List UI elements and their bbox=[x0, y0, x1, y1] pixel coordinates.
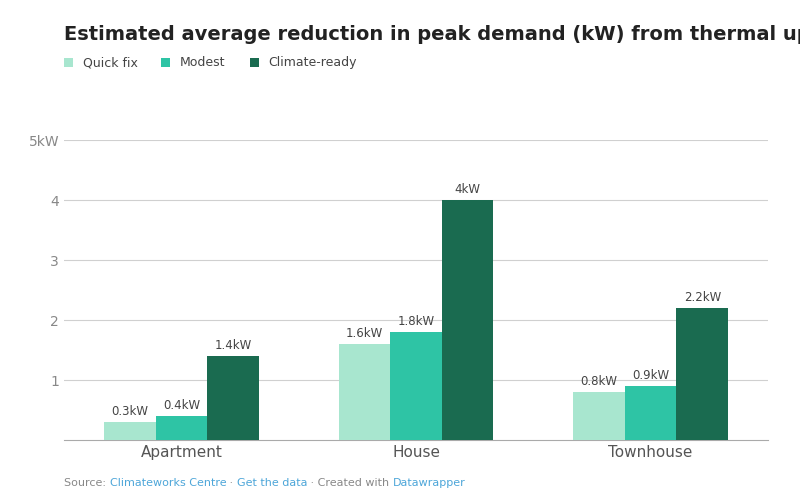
Text: Estimated average reduction in peak demand (kW) from thermal upgrades: Estimated average reduction in peak dema… bbox=[64, 25, 800, 44]
Bar bbox=[104, 422, 155, 440]
Text: Climateworks Centre: Climateworks Centre bbox=[110, 478, 226, 488]
Text: ·: · bbox=[226, 478, 237, 488]
Text: 1.6kW: 1.6kW bbox=[346, 328, 383, 340]
Text: Datawrapper: Datawrapper bbox=[393, 478, 466, 488]
Text: 4kW: 4kW bbox=[454, 184, 481, 196]
Text: Climate-ready: Climate-ready bbox=[268, 56, 357, 69]
Bar bbox=[574, 392, 625, 440]
Bar bbox=[625, 386, 677, 440]
Text: Quick fix: Quick fix bbox=[82, 56, 138, 69]
Bar bbox=[442, 200, 494, 440]
Text: · Created with: · Created with bbox=[307, 478, 393, 488]
Text: Modest: Modest bbox=[180, 56, 226, 69]
Text: 0.4kW: 0.4kW bbox=[162, 400, 200, 412]
Text: 0.8kW: 0.8kW bbox=[581, 376, 618, 388]
Text: 0.9kW: 0.9kW bbox=[632, 370, 670, 382]
Bar bbox=[207, 356, 258, 440]
Bar bbox=[338, 344, 390, 440]
Text: 0.3kW: 0.3kW bbox=[111, 406, 148, 418]
Bar bbox=[677, 308, 728, 440]
Text: 1.4kW: 1.4kW bbox=[214, 340, 251, 352]
Bar bbox=[390, 332, 442, 440]
Text: 2.2kW: 2.2kW bbox=[684, 292, 721, 304]
Text: Source:: Source: bbox=[64, 478, 110, 488]
Text: Get the data: Get the data bbox=[237, 478, 307, 488]
Bar bbox=[155, 416, 207, 440]
Text: 1.8kW: 1.8kW bbox=[398, 316, 434, 328]
